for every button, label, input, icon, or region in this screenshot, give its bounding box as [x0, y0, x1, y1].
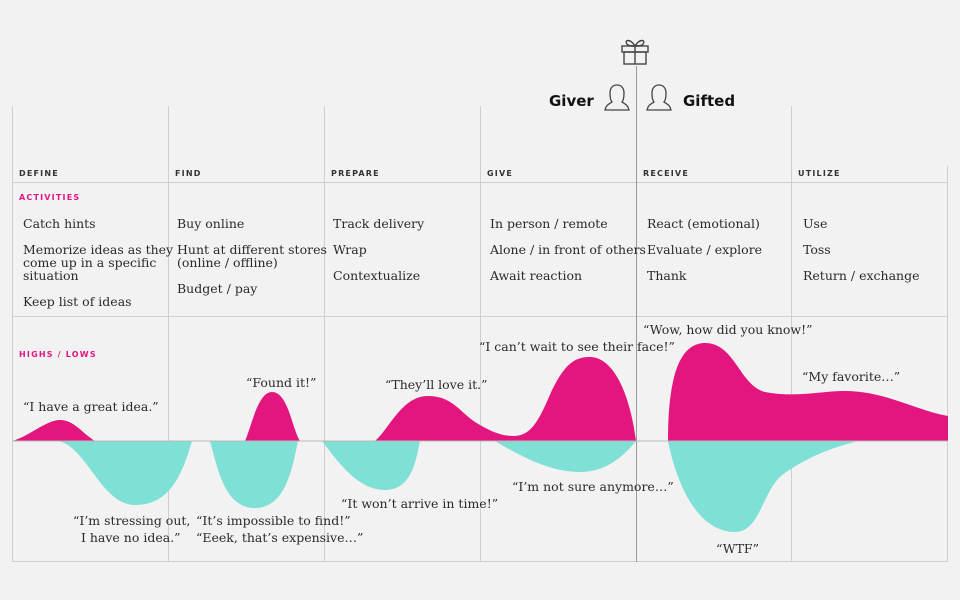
- high-quote: “Found it!”: [246, 375, 317, 390]
- activity-item: Keep list of ideas: [23, 294, 132, 309]
- phase-find: FIND: [175, 169, 202, 178]
- activity-item: React (emotional): [647, 216, 760, 231]
- high-area: [12, 343, 948, 441]
- high-quote: “Wow, how did you know!”: [643, 322, 813, 337]
- activity-item: Contextualize: [333, 268, 421, 283]
- activity-item: Track delivery: [333, 216, 425, 231]
- high-quote: “I have a great idea.”: [23, 399, 159, 414]
- low-quote: “WTF”: [716, 541, 759, 556]
- activities-label: ACTIVITIES: [19, 193, 81, 202]
- gifted-person-icon: [646, 84, 672, 111]
- activity-item: In person / remote: [490, 216, 608, 231]
- activity-item: Thank: [647, 268, 687, 283]
- low-quote: “I’m not sure anymore…”: [512, 479, 674, 494]
- activity-item: Return / exchange: [803, 268, 920, 283]
- gifted-label: Gifted: [683, 92, 736, 110]
- activity-item: Wrap: [333, 242, 367, 257]
- low-quote: “It’s impossible to find!” “Eeek, that’s…: [196, 513, 364, 545]
- phase-prepare: PREPARE: [331, 169, 380, 178]
- giver-person-icon: [604, 84, 630, 111]
- low-quote: “It won’t arrive in time!”: [341, 496, 499, 511]
- giver-label: Giver: [549, 92, 594, 110]
- activity-item: Budget / pay: [177, 281, 258, 296]
- activity-item: Alone / in front of others: [490, 242, 646, 257]
- phase-define: DEFINE: [19, 169, 59, 178]
- activity-item: Buy online: [177, 216, 245, 231]
- activity-item: Catch hints: [23, 216, 96, 231]
- low-area: [12, 441, 858, 532]
- low-quote: “I’m stressing out, I have no idea.”: [73, 513, 191, 545]
- gift-icon: [621, 39, 649, 65]
- activity-item: Hunt at different stores (online / offli…: [177, 242, 327, 270]
- activity-item: Evaluate / explore: [647, 242, 763, 257]
- high-quote: “They’ll love it.”: [385, 377, 488, 392]
- phase-give: GIVE: [487, 169, 513, 178]
- phase-utilize: UTILIZE: [798, 169, 841, 178]
- activity-item: Toss: [803, 242, 831, 257]
- high-quote: “My favorite…”: [802, 369, 901, 384]
- high-quote: “I can’t wait to see their face!”: [479, 339, 675, 354]
- activity-item: Use: [803, 216, 828, 231]
- activity-item: Memorize ideas as they come up in a spec…: [23, 242, 174, 283]
- highs-lows-label: HIGHS / LOWS: [19, 350, 97, 359]
- phase-receive: RECEIVE: [643, 169, 689, 178]
- activity-item: Await reaction: [490, 268, 583, 283]
